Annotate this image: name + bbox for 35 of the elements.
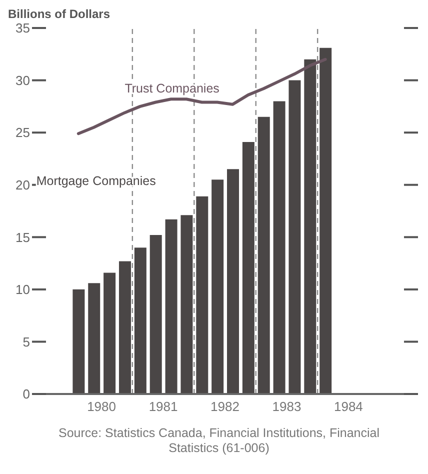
y-tick-label: 25	[16, 125, 30, 140]
x-tick-label: 1980	[87, 399, 116, 414]
bar	[88, 283, 100, 394]
y-tick-label: 30	[16, 72, 30, 88]
bar	[134, 248, 146, 394]
y-tick-label: 20	[16, 177, 30, 192]
bar	[150, 235, 162, 394]
bar	[118, 261, 131, 394]
bar	[258, 116, 270, 394]
series-label: Trust Companies	[124, 82, 220, 96]
bar	[212, 180, 224, 394]
y-tick-label: 10	[16, 282, 30, 298]
bar	[304, 59, 316, 394]
bar	[288, 80, 301, 394]
y-tick-label: 5	[22, 334, 30, 350]
y-tick-label: 0	[22, 386, 30, 402]
x-tick-label: 1982	[210, 399, 240, 414]
x-tick-label: 1981	[148, 399, 178, 414]
line-series	[76, 58, 327, 136]
bar	[320, 48, 332, 394]
y-tick-label: 15	[16, 230, 30, 245]
bar	[165, 219, 178, 394]
bar	[242, 142, 254, 394]
x-tick-label: 1983	[272, 399, 302, 414]
bar	[196, 196, 208, 394]
source-note: Source: Statistics Canada, Financial Institutions, Financial Statistics (61-006)	[58, 426, 380, 456]
text: Mortgage Companies	[36, 174, 156, 188]
y-axis-title: Billions of Dollars	[8, 7, 112, 21]
bar	[273, 101, 286, 394]
y-tick-label: 35	[16, 20, 30, 36]
bar	[180, 215, 193, 394]
bar	[72, 289, 85, 394]
bar	[104, 272, 116, 394]
bar	[227, 169, 239, 394]
x-tick-label: 1984	[334, 399, 363, 414]
